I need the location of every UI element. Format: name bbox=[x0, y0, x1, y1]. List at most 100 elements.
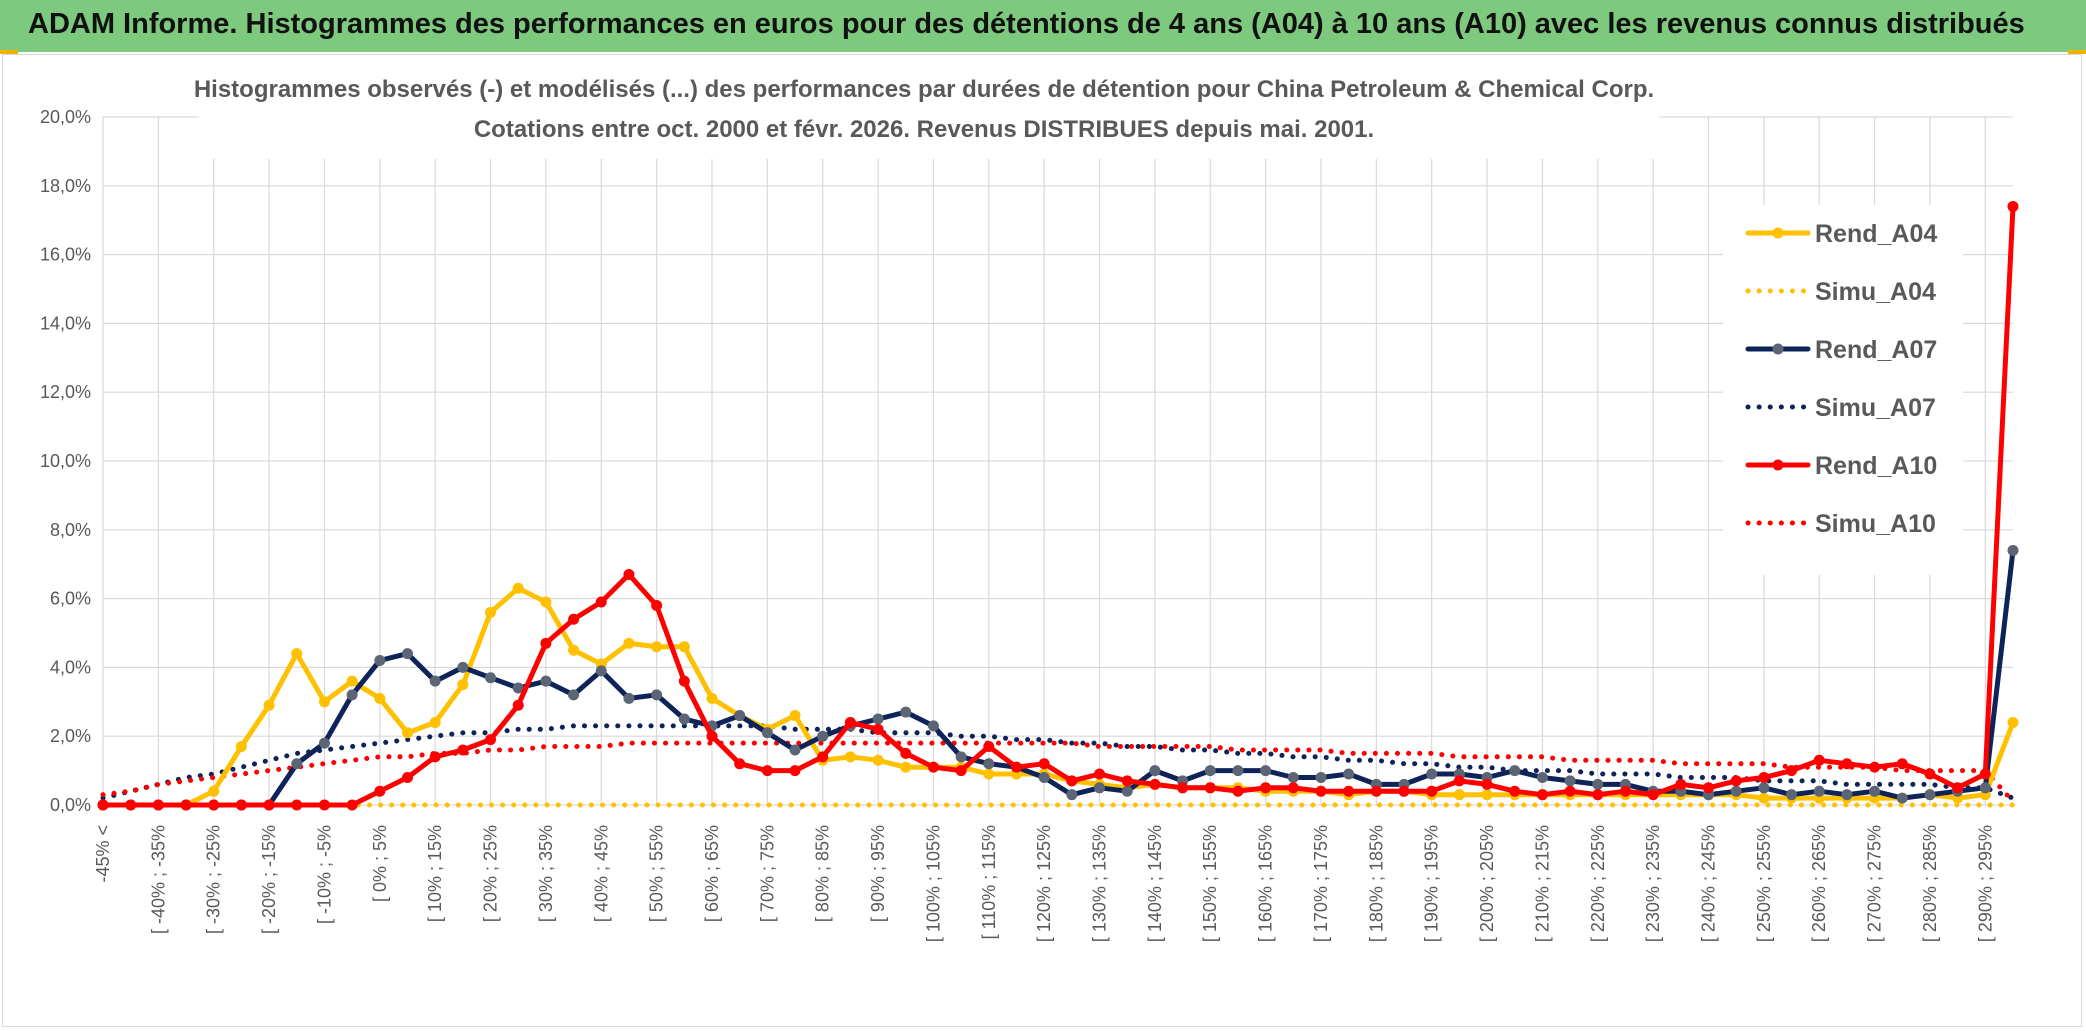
data-point-rend_a04 bbox=[291, 648, 303, 660]
y-tick-label: 0,0% bbox=[50, 795, 91, 815]
data-point-rend_a04 bbox=[318, 696, 330, 708]
data-point-rend_a10 bbox=[291, 799, 303, 811]
data-point-rend_a10 bbox=[457, 744, 469, 756]
y-tick-label: 10,0% bbox=[40, 451, 91, 471]
data-point-rend_a07 bbox=[568, 689, 580, 701]
x-tick-label: [ 240% ; 245% bbox=[1699, 825, 1719, 942]
data-point-rend_a10 bbox=[485, 734, 497, 746]
data-point-rend_a10 bbox=[817, 751, 829, 763]
x-tick-label: [ 290% ; 295% bbox=[1975, 825, 1995, 942]
x-tick-label: [ 190% ; 195% bbox=[1422, 825, 1442, 942]
data-point-rend_a07 bbox=[1979, 782, 1991, 794]
data-point-rend_a07 bbox=[927, 720, 939, 732]
title-backdrop bbox=[199, 61, 1659, 159]
data-point-rend_a07 bbox=[651, 689, 663, 701]
data-point-rend_a10 bbox=[1398, 785, 1410, 797]
data-point-rend_a10 bbox=[1177, 782, 1189, 794]
data-point-rend_a10 bbox=[927, 761, 939, 773]
data-point-rend_a10 bbox=[429, 751, 441, 763]
x-tick-label: [ 150% ; 155% bbox=[1200, 825, 1220, 942]
series-layer bbox=[97, 200, 2019, 811]
data-point-rend_a04 bbox=[1453, 789, 1465, 801]
data-point-rend_a04 bbox=[263, 699, 275, 711]
legend-label: Rend_A07 bbox=[1815, 336, 1937, 364]
data-point-rend_a10 bbox=[1481, 778, 1493, 790]
x-tick-label: [ 210% ; 215% bbox=[1532, 825, 1552, 942]
legend-marker bbox=[1772, 227, 1784, 239]
data-point-rend_a10 bbox=[955, 765, 967, 777]
data-point-rend_a10 bbox=[761, 765, 773, 777]
data-point-rend_a07 bbox=[1786, 789, 1798, 801]
data-point-rend_a04 bbox=[401, 727, 413, 739]
data-point-rend_a10 bbox=[1952, 782, 1964, 794]
data-point-rend_a07 bbox=[457, 661, 469, 673]
x-tick-label: [ 20% ; 25% bbox=[481, 825, 501, 922]
data-point-rend_a10 bbox=[1564, 785, 1576, 797]
data-point-rend_a10 bbox=[1841, 758, 1853, 770]
data-point-rend_a10 bbox=[1592, 789, 1604, 801]
data-point-rend_a07 bbox=[1592, 778, 1604, 790]
x-tick-label: [ 30% ; 35% bbox=[536, 825, 556, 922]
data-point-rend_a04 bbox=[512, 582, 524, 594]
legend-label: Simu_A07 bbox=[1815, 394, 1936, 422]
data-point-rend_a10 bbox=[900, 747, 912, 759]
x-tick-label: [ 260% ; 265% bbox=[1809, 825, 1829, 942]
series-line-simu_a10 bbox=[100, 740, 2016, 805]
data-point-rend_a07 bbox=[346, 689, 358, 701]
data-point-rend_a07 bbox=[595, 665, 607, 677]
data-point-rend_a04 bbox=[1481, 789, 1493, 801]
data-point-rend_a04 bbox=[844, 751, 856, 763]
data-point-rend_a10 bbox=[1232, 785, 1244, 797]
data-point-rend_a04 bbox=[429, 716, 441, 728]
data-point-rend_a07 bbox=[1287, 771, 1299, 783]
data-point-rend_a07 bbox=[1536, 771, 1548, 783]
data-point-rend_a10 bbox=[1869, 761, 1881, 773]
data-point-rend_a07 bbox=[2007, 544, 2019, 556]
data-point-rend_a10 bbox=[1647, 789, 1659, 801]
data-point-rend_a04 bbox=[374, 692, 386, 704]
data-point-rend_a07 bbox=[512, 682, 524, 694]
data-point-rend_a10 bbox=[1813, 754, 1825, 766]
data-point-rend_a10 bbox=[789, 765, 801, 777]
data-point-rend_a10 bbox=[734, 758, 746, 770]
data-point-rend_a10 bbox=[1370, 785, 1382, 797]
data-point-rend_a04 bbox=[706, 692, 718, 704]
accent-bar-left bbox=[0, 50, 18, 54]
x-tick-label: [ 80% ; 85% bbox=[813, 825, 833, 922]
x-tick-label: [ -10% ; -5% bbox=[314, 825, 334, 924]
data-point-rend_a07 bbox=[623, 692, 635, 704]
x-tick-label: [ 100% ; 105% bbox=[923, 825, 943, 942]
data-point-rend_a10 bbox=[1758, 771, 1770, 783]
x-tick-label: [ 0% ; 5% bbox=[370, 825, 390, 902]
data-point-rend_a10 bbox=[1426, 785, 1438, 797]
y-tick-label: 6,0% bbox=[50, 589, 91, 609]
data-point-rend_a04 bbox=[568, 644, 580, 656]
data-point-rend_a07 bbox=[1343, 768, 1355, 780]
x-tick-label: [ 50% ; 55% bbox=[647, 825, 667, 922]
x-tick-label: [ 230% ; 235% bbox=[1643, 825, 1663, 942]
series-line-rend_a10 bbox=[100, 203, 2016, 808]
x-tick-label: [ 70% ; 75% bbox=[757, 825, 777, 922]
data-point-rend_a10 bbox=[540, 637, 552, 649]
data-point-rend_a10 bbox=[651, 599, 663, 611]
chart-area: 0,0% 2,0% 4,0% 6,0% 8,0% 10,0% 12,0% 14,0% 16,0%… bbox=[2, 54, 2082, 1027]
x-tick-label: [ 120% ; 125% bbox=[1034, 825, 1054, 942]
data-point-rend_a10 bbox=[1979, 768, 1991, 780]
data-point-rend_a07 bbox=[734, 710, 746, 722]
data-point-rend_a10 bbox=[1094, 768, 1106, 780]
data-point-rend_a04 bbox=[872, 754, 884, 766]
report-title: ADAM Informe. Histogrammes des performan… bbox=[28, 8, 2025, 40]
data-point-rend_a07 bbox=[1121, 785, 1133, 797]
data-point-rend_a07 bbox=[1260, 765, 1272, 777]
data-point-rend_a07 bbox=[983, 758, 995, 770]
data-point-rend_a04 bbox=[457, 679, 469, 691]
data-point-rend_a07 bbox=[1149, 765, 1161, 777]
data-point-rend_a07 bbox=[900, 706, 912, 718]
data-point-rend_a07 bbox=[1038, 771, 1050, 783]
x-tick-label: [ 160% ; 165% bbox=[1256, 825, 1276, 942]
data-point-rend_a07 bbox=[291, 758, 303, 770]
x-tick-label: [ 180% ; 185% bbox=[1366, 825, 1386, 942]
y-tick-label: 2,0% bbox=[50, 726, 91, 746]
y-tick-label: 18,0% bbox=[40, 176, 91, 196]
data-point-rend_a10 bbox=[678, 675, 690, 687]
